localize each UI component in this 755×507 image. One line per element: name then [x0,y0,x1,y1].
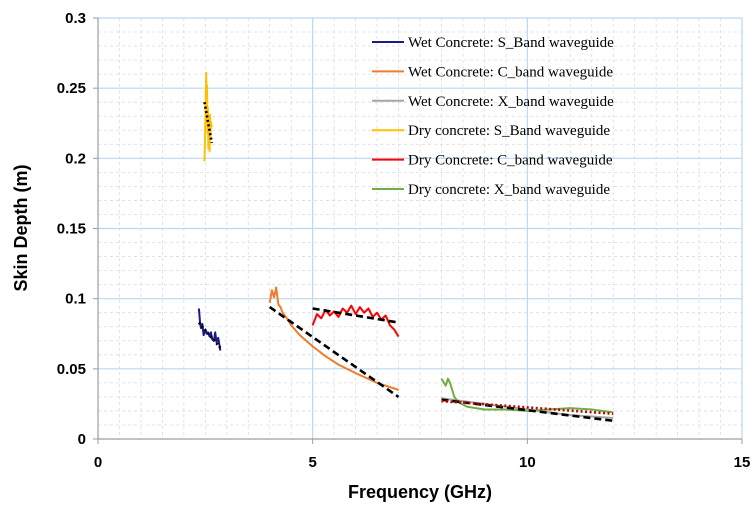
y-tick-labels: 0 0.05 0.1 0.15 0.2 0.25 0.3 [57,10,98,448]
legend-label: Wet Concrete: S_Band waveguide [408,35,614,51]
x-tick-label: 15 [734,454,751,471]
trendline [268,306,400,398]
major-gridlines [98,17,743,439]
series-line [440,377,614,414]
trendline [441,399,614,416]
legend-label: Dry Concrete: C_band waveguide [408,153,613,169]
x-tick-labels: 0 5 10 15 [94,439,751,471]
legend: Wet Concrete: S_Band waveguide Wet Concre… [372,35,614,198]
x-axis-title: Frequency (GHz) [348,482,492,502]
x-tick-label: 5 [308,454,316,471]
trendlines [197,101,614,423]
x-tick-label: 0 [94,454,102,471]
y-tick-label: 0 [78,431,86,448]
y-tick-label: 0.25 [57,80,86,97]
x-tick-label: 10 [519,454,536,471]
y-axis-title: Skin Depth (m) [11,164,31,291]
y-tick-label: 0.3 [65,10,86,27]
y-tick-label: 0.2 [65,150,86,167]
y-tick-label: 0.05 [57,361,86,378]
y-tick-label: 0.1 [65,291,86,308]
legend-label: Wet Concrete: C_band waveguide [408,64,613,80]
legend-label: Dry concrete: S_Band waveguide [408,123,610,139]
y-tick-label: 0.15 [57,221,86,238]
trendline [197,321,222,349]
legend-label: Wet Concrete: X_band waveguide [408,94,614,110]
trendline [312,307,399,324]
legend-label: Dry concrete: X_band waveguide [408,182,610,198]
series-line [203,71,213,162]
